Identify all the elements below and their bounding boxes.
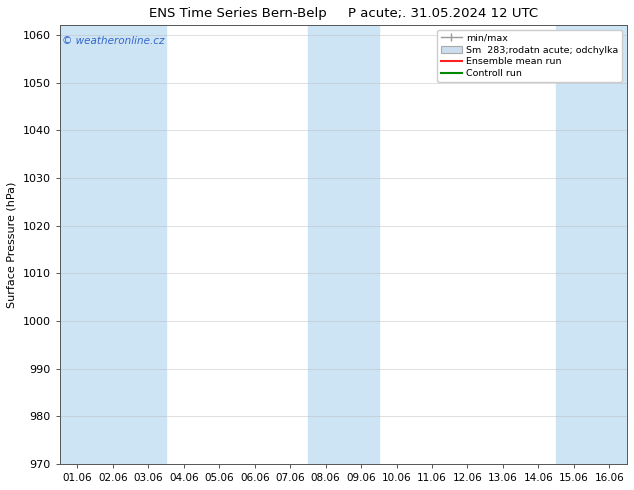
- Bar: [60, 25, 131, 464]
- Bar: [308, 25, 379, 464]
- Title: ENS Time Series Bern-Belp     P acute;. 31.05.2024 12 UTC: ENS Time Series Bern-Belp P acute;. 31.0…: [149, 7, 538, 20]
- Y-axis label: Surface Pressure (hPa): Surface Pressure (hPa): [7, 181, 17, 308]
- Bar: [556, 25, 627, 464]
- Bar: [131, 25, 166, 464]
- Text: © weatheronline.cz: © weatheronline.cz: [63, 36, 165, 46]
- Legend: min/max, Sm  283;rodatn acute; odchylka, Ensemble mean run, Controll run: min/max, Sm 283;rodatn acute; odchylka, …: [437, 30, 623, 82]
